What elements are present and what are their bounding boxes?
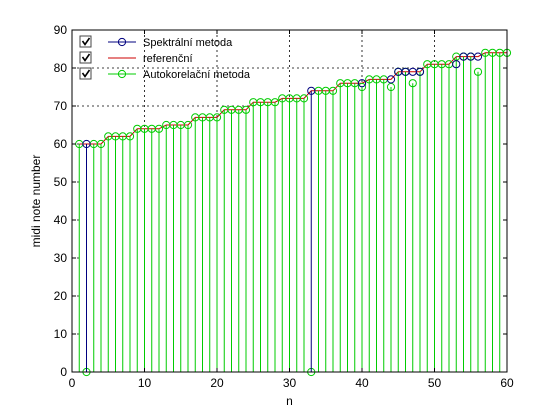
autocorrelation-marker	[408, 79, 417, 88]
checkmark-icon	[81, 37, 91, 46]
x-tick-label: 60	[500, 376, 514, 390]
spectral-marker	[82, 139, 91, 149]
legend-checkbox[interactable]	[79, 67, 92, 80]
autocorrelation-marker	[328, 86, 338, 95]
spectral-marker	[415, 67, 425, 76]
legend: Spektrální metoda referenční Autokorelační…	[79, 35, 251, 81]
legend-label: Spektrální metoda	[143, 37, 233, 49]
ticks-group: 0 10 20 30 40 50 60 0 10 20 30 40 50 60 70 80 90	[54, 23, 514, 390]
legend-marker-sample	[117, 37, 127, 47]
x-tick-label: 10	[138, 376, 152, 390]
legend-checkbox[interactable]	[79, 51, 92, 64]
y-tick-label: 60	[54, 137, 68, 151]
legend-label: referenční	[143, 53, 193, 65]
x-axis-label: n	[286, 394, 293, 408]
legend-item[interactable]: Spektrální metoda	[79, 35, 233, 49]
autocorrelation-marker	[299, 94, 309, 103]
autocorrelation-series-group	[75, 48, 512, 377]
y-axis-label: midi note number	[29, 155, 43, 248]
x-tick-label: 0	[69, 376, 76, 390]
legend-item[interactable]: referenční	[79, 51, 193, 65]
x-tick-label: 20	[210, 376, 224, 390]
autocorrelation-marker	[183, 120, 193, 130]
y-tick-label: 30	[54, 251, 68, 265]
y-tick-label: 0	[60, 365, 67, 379]
autocorrelation-marker	[96, 139, 106, 149]
spectral-marker	[386, 75, 396, 84]
legend-marker-sample	[117, 69, 127, 79]
autocorrelation-marker	[357, 82, 367, 92]
y-tick-label: 70	[54, 99, 68, 113]
y-tick-label: 20	[54, 289, 68, 303]
autocorrelation-marker	[241, 105, 251, 114]
x-tick-label: 40	[355, 376, 369, 390]
checkmark-icon	[81, 53, 91, 62]
legend-checkbox[interactable]	[79, 35, 92, 48]
spectral-series-group	[82, 52, 483, 372]
spectral-marker	[357, 79, 367, 88]
y-tick-label: 10	[54, 327, 68, 341]
autocorrelation-marker	[212, 113, 222, 122]
autocorrelation-marker	[473, 67, 483, 76]
y-tick-label: 90	[54, 23, 68, 37]
x-tick-label: 50	[428, 376, 442, 390]
autocorrelation-marker	[125, 132, 135, 141]
checkmark-icon	[81, 69, 91, 78]
legend-item[interactable]: Autokorelační metoda	[79, 67, 251, 81]
spectral-marker	[307, 86, 316, 95]
y-tick-label: 40	[54, 213, 68, 227]
y-tick-label: 80	[54, 61, 68, 75]
x-tick-label: 30	[283, 376, 297, 390]
autocorrelation-marker	[270, 98, 280, 107]
legend-label: Autokorelační metoda	[143, 69, 251, 81]
autocorrelation-marker	[154, 124, 164, 133]
spectral-marker	[473, 52, 483, 61]
spectral-marker	[452, 60, 461, 69]
y-tick-label: 50	[54, 175, 68, 189]
